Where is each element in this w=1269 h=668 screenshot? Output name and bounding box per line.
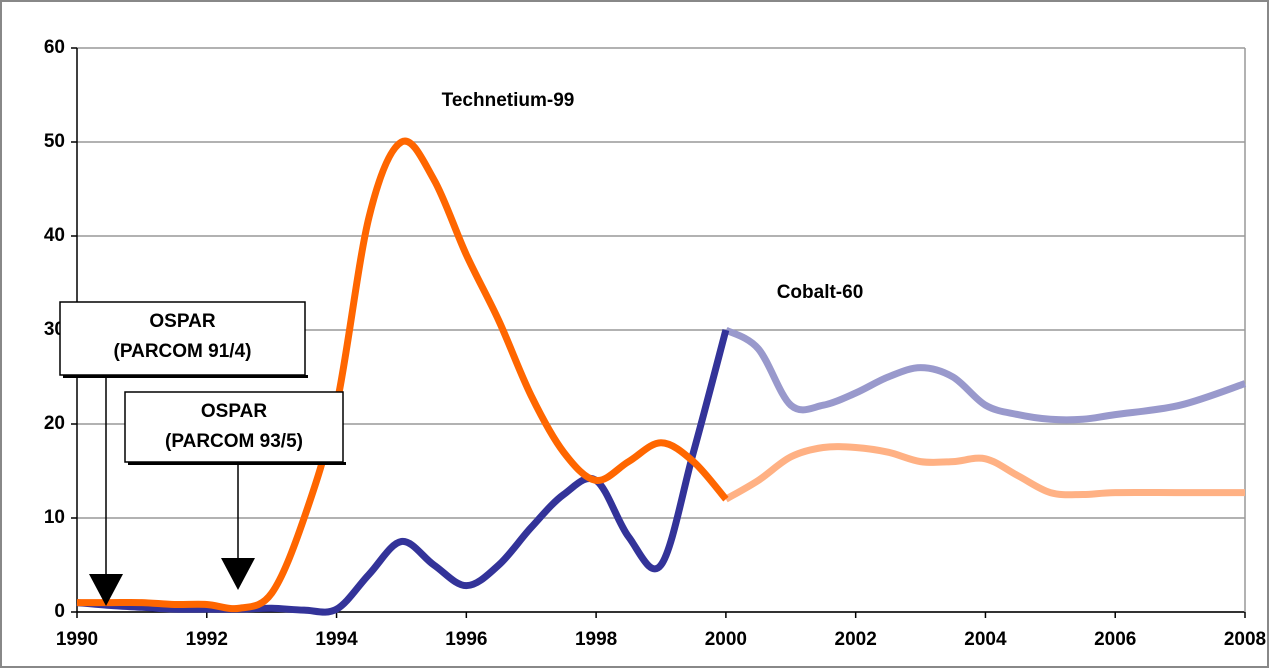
x-tick-label: 2000 — [705, 629, 747, 650]
x-tick-label: 1990 — [56, 629, 98, 650]
annotation-text: (PARCOM 93/5) — [165, 431, 303, 452]
series-line — [724, 326, 1247, 424]
annotation-box — [59, 301, 306, 376]
y-tick-label: 50 — [44, 131, 65, 152]
arrow-head — [221, 558, 255, 590]
series-line — [724, 443, 1245, 503]
x-tick-label: 2002 — [835, 629, 877, 650]
x-tick-label: 1992 — [186, 629, 228, 650]
annotation-text: OSPAR — [201, 401, 267, 422]
annotation-text: (PARCOM 91/4) — [114, 341, 252, 362]
y-tick-label: 0 — [54, 601, 65, 622]
series-label: Cobalt-60 — [777, 282, 864, 303]
annotation-text: OSPAR — [149, 311, 215, 332]
arrow-head — [89, 574, 123, 606]
annotation-box — [124, 391, 344, 463]
x-tick-label: 1998 — [575, 629, 617, 650]
annotation-shadow — [63, 375, 308, 378]
y-tick-label: 10 — [44, 507, 65, 528]
x-tick-label: 2008 — [1224, 629, 1266, 650]
y-tick-label: 20 — [44, 413, 65, 434]
y-tick-label: 40 — [44, 225, 65, 246]
annotation-shadow — [128, 462, 346, 465]
x-tick-label: 2004 — [964, 629, 1007, 650]
series-label: Technetium-99 — [442, 90, 575, 111]
x-tick-label: 1996 — [445, 629, 487, 650]
x-tick-label: 2006 — [1094, 629, 1136, 650]
y-tick-label: 60 — [44, 37, 65, 58]
x-tick-label: 1994 — [315, 629, 358, 650]
series-line — [77, 137, 729, 613]
series-line — [76, 329, 730, 616]
